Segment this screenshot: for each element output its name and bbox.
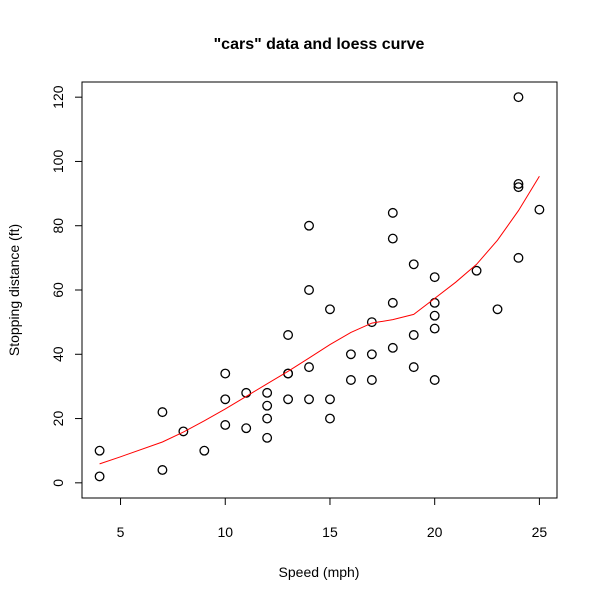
data-point (513, 182, 524, 193)
data-point (513, 252, 524, 263)
data-point (241, 387, 252, 398)
data-point (387, 297, 398, 308)
x-tick-label: 25 (532, 524, 548, 540)
data-point (220, 420, 231, 430)
data-point (262, 387, 273, 398)
data-point (304, 285, 314, 295)
data-point (429, 375, 440, 385)
data-point (513, 92, 524, 103)
data-point (262, 432, 273, 443)
data-point (283, 394, 294, 405)
y-tick-label: 80 (50, 218, 66, 234)
data-point (387, 207, 398, 218)
data-point (304, 394, 314, 405)
data-point (157, 465, 168, 475)
data-point (262, 400, 273, 411)
data-point (283, 330, 294, 340)
data-point (429, 310, 440, 321)
data-point (220, 394, 231, 405)
y-tick-label: 0 (50, 479, 66, 487)
x-tick-label: 5 (117, 524, 125, 540)
data-point (408, 259, 419, 270)
y-axis: 0 20 40 60 80 100 120 (50, 85, 82, 487)
data-point (304, 362, 314, 373)
data-point (429, 323, 440, 334)
data-point (366, 375, 377, 385)
data-point (534, 204, 545, 215)
data-point (408, 330, 419, 340)
data-point (408, 362, 419, 373)
data-point (262, 413, 273, 424)
loess-curve (99, 175, 540, 465)
plot-frame (81, 81, 558, 499)
data-point (304, 220, 314, 231)
x-tick-label: 10 (217, 524, 233, 540)
y-axis-title: Stopping distance (ft) (6, 224, 22, 356)
data-point (94, 471, 105, 482)
data-point (199, 445, 210, 456)
data-series (94, 92, 545, 482)
x-axis: 5 10 15 20 25 (117, 498, 548, 540)
data-point (513, 178, 524, 189)
data-point (241, 423, 252, 434)
data-point (345, 375, 356, 385)
data-point (325, 394, 335, 405)
data-point (94, 445, 105, 456)
data-point (345, 349, 356, 360)
x-tick-label: 20 (427, 524, 443, 540)
data-point (366, 349, 377, 360)
y-tick-label: 60 (50, 282, 66, 298)
y-tick-label: 120 (50, 85, 66, 109)
y-tick-label: 20 (50, 411, 66, 427)
x-axis-title: Speed (mph) (279, 564, 360, 580)
data-point (220, 368, 231, 379)
data-point (492, 304, 503, 315)
data-point (387, 342, 398, 353)
data-point (157, 407, 168, 418)
data-point (429, 297, 440, 308)
data-point (178, 426, 189, 437)
chart-title: "cars" data and loess curve (214, 36, 425, 53)
data-point (325, 413, 335, 424)
y-tick-label: 100 (50, 150, 66, 174)
plot-area (81, 81, 558, 499)
data-point (429, 272, 440, 283)
x-tick-label: 15 (322, 524, 338, 540)
data-point (325, 304, 335, 315)
data-point (387, 233, 398, 244)
y-tick-label: 40 (50, 346, 66, 362)
data-point (471, 265, 482, 276)
